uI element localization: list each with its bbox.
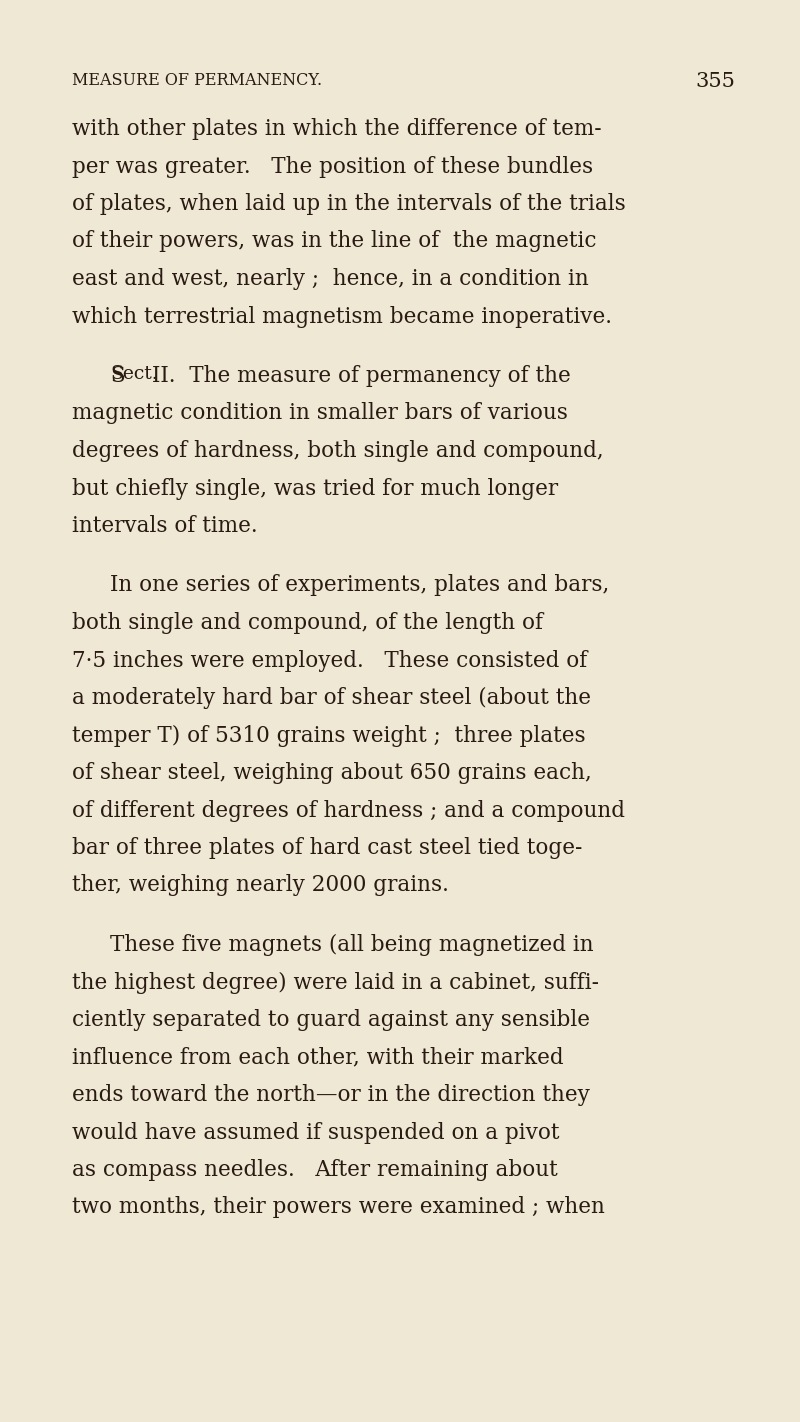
Text: of shear steel, weighing about 650 grains each,: of shear steel, weighing about 650 grain… — [72, 762, 592, 784]
Text: S: S — [110, 365, 125, 387]
Text: two months, their powers were examined ; when: two months, their powers were examined ;… — [72, 1196, 605, 1219]
Text: Sect.: Sect. — [110, 365, 158, 383]
Text: bar of three plates of hard cast steel tied toge-: bar of three plates of hard cast steel t… — [72, 838, 582, 859]
Text: the highest degree) were laid in a cabinet, suffi-: the highest degree) were laid in a cabin… — [72, 971, 599, 994]
Text: influence from each other, with their marked: influence from each other, with their ma… — [72, 1047, 564, 1068]
Text: per was greater.   The position of these bundles: per was greater. The position of these b… — [72, 155, 593, 178]
Text: degrees of hardness, both single and compound,: degrees of hardness, both single and com… — [72, 439, 604, 462]
Text: but chiefly single, was tried for much longer: but chiefly single, was tried for much l… — [72, 478, 558, 499]
Text: MEASURE OF PERMANENCY.: MEASURE OF PERMANENCY. — [72, 73, 322, 90]
Text: which terrestrial magnetism became inoperative.: which terrestrial magnetism became inope… — [72, 306, 612, 327]
Text: with other plates in which the difference of tem-: with other plates in which the differenc… — [72, 118, 602, 139]
Text: In one series of experiments, plates and bars,: In one series of experiments, plates and… — [110, 574, 610, 596]
Text: a moderately hard bar of shear steel (about the: a moderately hard bar of shear steel (ab… — [72, 687, 591, 710]
Text: These five magnets (all being magnetized in: These five magnets (all being magnetized… — [110, 934, 594, 956]
Text: ther, weighing nearly 2000 grains.: ther, weighing nearly 2000 grains. — [72, 875, 449, 896]
Text: as compass needles.   After remaining about: as compass needles. After remaining abou… — [72, 1159, 558, 1182]
Text: magnetic condition in smaller bars of various: magnetic condition in smaller bars of va… — [72, 402, 568, 425]
Text: both single and compound, of the length of: both single and compound, of the length … — [72, 611, 543, 634]
Text: 7·5 inches were employed.   These consisted of: 7·5 inches were employed. These consiste… — [72, 650, 587, 671]
Text: east and west, nearly ;  hence, in a condition in: east and west, nearly ; hence, in a cond… — [72, 267, 589, 290]
Text: of their powers, was in the line of  the magnetic: of their powers, was in the line of the … — [72, 230, 597, 253]
Text: would have assumed if suspended on a pivot: would have assumed if suspended on a piv… — [72, 1122, 559, 1143]
Text: intervals of time.: intervals of time. — [72, 515, 258, 538]
Text: II.  The measure of permanency of the: II. The measure of permanency of the — [152, 365, 570, 387]
Text: 355: 355 — [695, 73, 735, 91]
Text: temper T) of 5310 grains weight ;  three plates: temper T) of 5310 grains weight ; three … — [72, 724, 586, 747]
Text: ends toward the north—or in the direction they: ends toward the north—or in the directio… — [72, 1084, 590, 1106]
Text: ciently separated to guard against any sensible: ciently separated to guard against any s… — [72, 1010, 590, 1031]
Text: of different degrees of hardness ; and a compound: of different degrees of hardness ; and a… — [72, 799, 625, 822]
Text: of plates, when laid up in the intervals of the trials: of plates, when laid up in the intervals… — [72, 193, 626, 215]
